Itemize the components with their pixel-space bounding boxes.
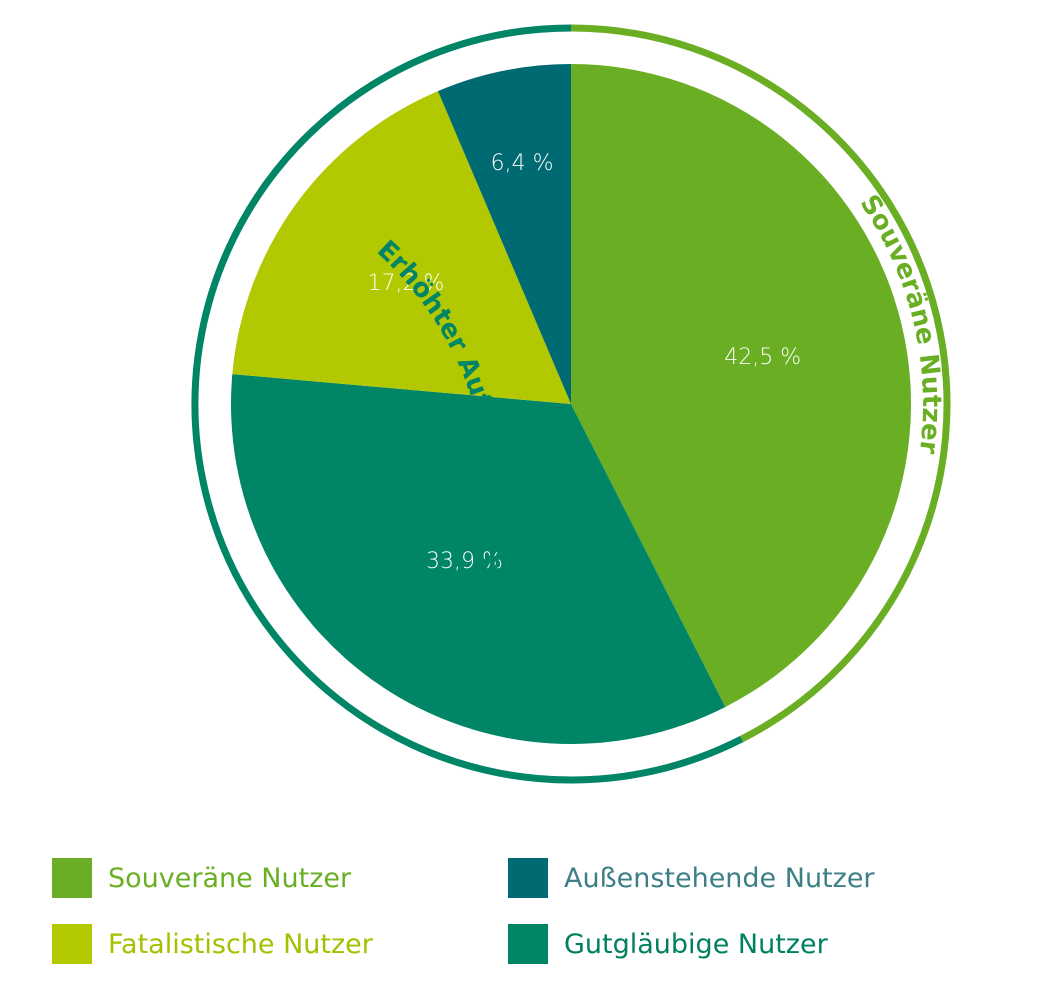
legend-label-souveraen: Souveräne Nutzer [108,862,352,894]
slice-label-fatalistische-nutzer: 17,2 % [368,271,445,296]
legend-label-aussenstehend: Außenstehende Nutzer [564,862,875,894]
slice-label-aussenstehende-nutzer: 6,4 % [491,151,554,176]
slice-labels: 42,5 % 33,9 % 17,2 % 6,4 % [368,151,802,574]
slice-label-gutglaeubige-nutzer: 33,9 % [426,549,503,574]
legend-label-gutglaeubig: Gutgläubige Nutzer [564,928,828,960]
legend-item-fatalistisch: Fatalistische Nutzer [52,922,373,966]
outer-ring [191,24,951,784]
legend: Souveräne Nutzer Außenstehende Nutzer Fa… [52,856,1012,966]
pie-slice-fatalistische-nutzer [232,91,571,405]
outer-ring-segment-erhoehter-aufklaerungsbedarf [191,24,744,784]
legend-swatch-fatalistisch [52,924,92,964]
legend-item-aussenstehend: Außenstehende Nutzer [508,856,875,900]
slice-label-souveraene-nutzer: 42,5 % [724,345,801,370]
legend-item-gutglaeubig: Gutgläubige Nutzer [508,922,828,966]
outer-ring-segment-souveraene-nutzer [570,24,951,743]
legend-swatch-souveraen [52,858,92,898]
pie-slice-gutglaeubige-nutzer [231,374,726,744]
pie-slices [231,64,912,744]
legend-swatch-aussenstehend [508,858,548,898]
legend-item-souveraen: Souveräne Nutzer [52,856,351,900]
legend-label-fatalistisch: Fatalistische Nutzer [108,928,373,960]
pie-slice-aussenstehende-nutzer [437,64,571,404]
pie-slice-souveraene-nutzer [571,64,912,707]
legend-swatch-gutglaeubig [508,924,548,964]
